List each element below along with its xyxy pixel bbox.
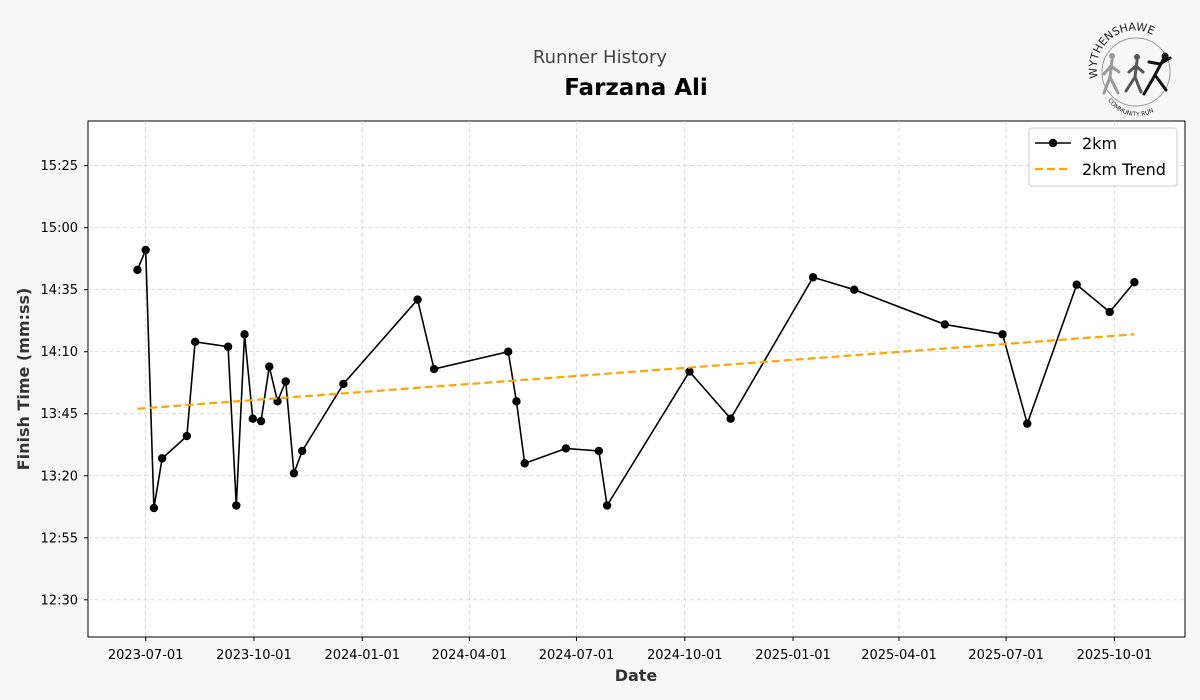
legend-label: 2km Trend (1082, 160, 1166, 179)
series-line (137, 333, 1135, 410)
data-point (561, 444, 571, 453)
data-point (240, 330, 249, 339)
legend-marker (1048, 138, 1058, 148)
data-point (281, 377, 290, 386)
plot-area (87, 120, 1186, 638)
data-point (298, 446, 307, 456)
y-tick-label: 14:10 (41, 345, 78, 360)
data-point (133, 265, 142, 275)
logo-bottom-text: COMMUNITY RUN (1106, 97, 1155, 118)
logo-ring (1101, 37, 1171, 107)
x-tick-label: 2023-07-01 (108, 648, 184, 663)
x-tick-label: 2025-10-01 (1077, 648, 1153, 663)
data-point (520, 459, 529, 468)
y-tick-label: 13:45 (41, 407, 78, 422)
data-point (1072, 280, 1081, 289)
data-point (413, 295, 422, 304)
legend: 2km 2km Trend (1028, 127, 1178, 187)
data-point (157, 454, 167, 463)
data-point (149, 503, 159, 513)
data-point (248, 414, 257, 423)
data-point (685, 367, 694, 376)
data-point (998, 330, 1007, 339)
data-point (190, 337, 200, 346)
x-tick-label: 2024-04-01 (432, 648, 508, 663)
logo-top-text: WYTHENSHAWE (1086, 20, 1156, 79)
data-point (256, 416, 266, 426)
x-tick-label: 2024-10-01 (647, 648, 723, 663)
x-tick-label: 2023-10-01 (216, 648, 292, 663)
data-point (429, 364, 439, 374)
data-point (339, 379, 348, 389)
y-axis-label: Finish Time (mm:ss) (14, 288, 33, 471)
y-tick-label: 15:25 (41, 159, 78, 174)
x-tick-label: 2025-07-01 (968, 648, 1044, 663)
data-point (182, 431, 192, 441)
data-point (512, 397, 521, 406)
x-tick-label: 2025-01-01 (755, 648, 831, 663)
x-tick-label: 2025-04-01 (861, 648, 937, 663)
data-point (594, 446, 604, 456)
logo: WYTHENSHAWE COMMUNITY RUN (1086, 20, 1172, 118)
y-tick-label: 15:00 (41, 221, 78, 236)
logo-text: COMMUNITY RUN (1106, 97, 1155, 118)
y-tick-label: 12:55 (41, 531, 78, 546)
data-point (1105, 307, 1114, 317)
data-point (141, 245, 150, 255)
logo-text: WYTHENSHAWE (1086, 20, 1156, 79)
legend-label: 2km (1082, 134, 1117, 153)
y-tick-label: 12:30 (41, 593, 78, 608)
data-point (1130, 278, 1139, 287)
x-tick-label: 2024-01-01 (324, 648, 400, 663)
data-point (223, 342, 233, 351)
data-point (602, 501, 612, 510)
y-tick-label: 13:20 (41, 469, 78, 484)
chart-title: Runner History (533, 47, 668, 68)
data-point (808, 273, 818, 282)
y-tick-label: 14:35 (41, 283, 78, 298)
data-point (265, 362, 274, 371)
data-point (232, 501, 241, 510)
data-point (504, 347, 513, 356)
data-point (850, 285, 859, 294)
data-point (1023, 419, 1032, 428)
data-point (940, 320, 950, 329)
data-point (726, 414, 735, 423)
x-axis-label: Date (615, 666, 658, 685)
data-point (289, 469, 299, 478)
chart-subtitle: Farzana Ali (564, 75, 708, 101)
logo-runners (1102, 52, 1172, 96)
x-tick-label: 2024-07-01 (539, 648, 615, 663)
